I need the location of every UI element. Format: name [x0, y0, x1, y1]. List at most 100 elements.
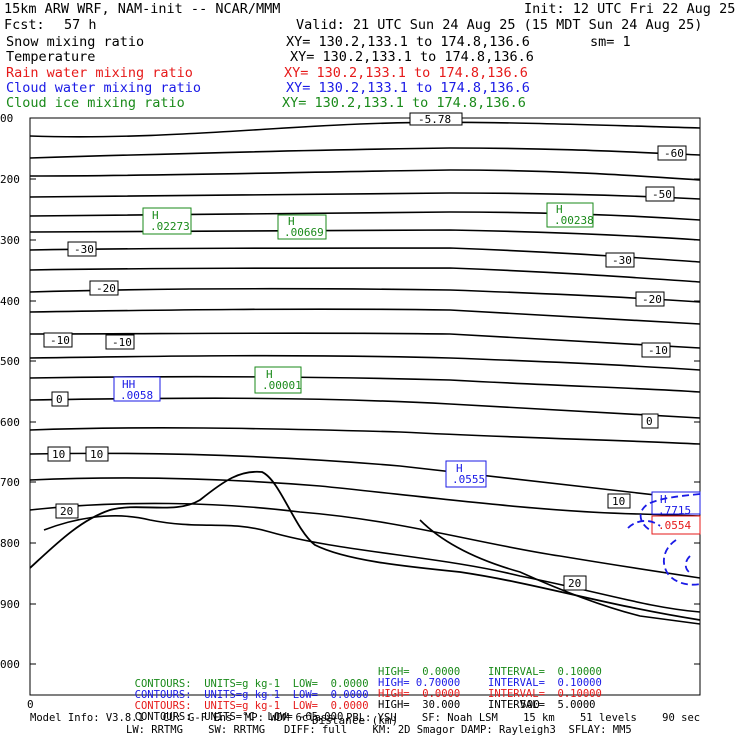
isotherm-label: -50 — [652, 188, 672, 201]
isotherm-line — [43, 515, 701, 613]
isotherm-label: -60 — [664, 147, 684, 160]
contour-legend-temp-high: HIGH= 30.000 — [378, 699, 461, 711]
y-tick-label: 500 — [0, 355, 20, 368]
field-xy-snow: XY= 130.2,133.1 to 174.8,136.6 — [286, 34, 530, 50]
contour-legend-temp: CONTOURS: UNITS=°C LOW= -65.000 — [122, 699, 344, 723]
field-name-snow: Snow mixing ratio — [6, 34, 145, 50]
field-xy-rain: XY= 130.2,133.1 to 174.8,136.6 — [284, 65, 528, 81]
isotherm-label: -10 — [648, 344, 668, 357]
h-marker-value: .0554 — [658, 519, 691, 532]
cloud-water-contour — [662, 539, 701, 586]
h-marker-label: H — [556, 203, 563, 216]
field-xy-cloud-ice: XY= 130.2,133.1 to 174.8,136.6 — [282, 95, 526, 111]
h-marker-value: .0058 — [120, 389, 153, 402]
y-tick-label: 800 — [0, 537, 20, 550]
isotherm-label: -10 — [50, 334, 70, 347]
isotherm-label: 20 — [60, 505, 73, 518]
contour-legend-ice: CONTOURS: UNITS=g kg-1 LOW= 0.0000 — [122, 666, 369, 690]
x-axis: 0 500 Distance (km) — [27, 698, 540, 727]
isotherm-label: -30 — [74, 243, 94, 256]
y-tick-label: 700 — [0, 476, 20, 489]
isotherm-label: -30 — [612, 254, 632, 267]
legend-text: CONTOURS: UNITS=g kg-1 LOW= 0.0000 — [134, 689, 369, 701]
terrain-profile — [29, 470, 701, 621]
h-marker-label: H — [288, 215, 295, 228]
isotherm-line — [29, 354, 701, 371]
contour-legend-rain-high: HIGH= 0.0000 — [378, 688, 461, 700]
isotherm-line — [29, 452, 701, 501]
isotherm-line — [29, 502, 701, 579]
h-marker-value: .00001 — [262, 379, 302, 392]
y-tick-label: 400 — [0, 295, 20, 308]
isotherm-line — [29, 287, 701, 303]
isotherm-label: -5.78 — [418, 113, 451, 126]
isotherm-line — [29, 147, 701, 159]
contour-legend-temp-interval: INTERVAL= 5.0000 — [488, 699, 596, 711]
contour-legend-ice-interval: INTERVAL= 0.10000 — [488, 666, 602, 678]
header-fcst-label: Fcst: — [4, 17, 45, 33]
y-tick-label: 300 — [0, 234, 20, 247]
isotherm-line — [29, 169, 701, 181]
isotherm-labels: -60 -50 -30 -30 -20 -20 -10 -10 -10 0 0 … — [43, 112, 687, 591]
x-tick-label: 0 — [27, 698, 34, 711]
x-axis-label: Distance (km) — [312, 714, 398, 727]
field-name-cloud-water: Cloud water mixing ratio — [6, 80, 202, 96]
isotherms — [29, 121, 701, 625]
model-info-line2: LW: RRTMG SW: RRTMG DIFF: full KM: 2D Sm… — [126, 724, 632, 736]
h-markers: H .02273 H .00669 H .00238 H .00001 HH .… — [113, 202, 701, 535]
isotherm-label: -20 — [642, 293, 662, 306]
y-tick-label: 600 — [0, 416, 20, 429]
legend-text: CONTOURS: UNITS=°C LOW= -65.000 — [134, 711, 344, 723]
cloud-water-contour — [684, 555, 693, 575]
model-info-line1: Model Info: V3.8.1 CU: G-F Ens MP: WDM 6… — [30, 712, 701, 724]
h-marker-label: HH — [122, 378, 135, 391]
h-marker-value: .7715 — [658, 504, 691, 517]
isotherm-label: 20 — [568, 577, 581, 590]
plot-frame — [29, 117, 701, 696]
isotherm-line — [29, 308, 701, 325]
isotherm-line — [29, 267, 701, 283]
isotherm-label: -10 — [112, 336, 132, 349]
contour-legend-water-high: HIGH= 0.70000 — [378, 677, 461, 689]
cloud-water-contour — [639, 493, 701, 531]
field-name-cloud-ice: Cloud ice mixing ratio — [6, 95, 185, 111]
isotherm-line — [29, 332, 701, 349]
isotherm-label: 10 — [90, 448, 103, 461]
h-marker-value: .0555 — [452, 473, 485, 486]
header-title: 15km ARW WRF, NAM-init -- NCAR/MMM — [4, 1, 281, 17]
header-valid: Valid: 21 UTC Sun 24 Aug 25 (15 MDT Sun … — [296, 17, 703, 33]
y-tick-label: 00 — [0, 112, 13, 125]
isotherm-line — [29, 192, 701, 200]
isotherm-line — [29, 229, 701, 241]
isotherm-label: 10 — [612, 495, 625, 508]
isotherm-line — [29, 247, 701, 263]
h-marker-label: H — [456, 462, 463, 475]
contour-legend-rain-interval: INTERVAL= 0.10000 — [488, 688, 602, 700]
h-marker-value: .02273 — [150, 220, 190, 233]
legend-text: CONTOURS: UNITS=g kg-1 LOW= 0.0000 — [134, 700, 369, 712]
header-fcst-value: 57 h — [64, 17, 97, 33]
legend-text: CONTOURS: UNITS=g kg-1 LOW= 0.0000 — [134, 678, 369, 690]
isotherm-label: 0 — [646, 415, 653, 428]
x-tick-label: 500 — [520, 698, 540, 711]
header-init: Init: 12 UTC Fri 22 Aug 25 — [524, 1, 736, 17]
y-tick-label: 900 — [0, 598, 20, 611]
isotherm-line — [29, 427, 701, 445]
isotherm-label: -20 — [96, 282, 116, 295]
isotherm-line — [29, 477, 701, 517]
field-name-rain: Rain water mixing ratio — [6, 65, 193, 81]
isotherm-label: 0 — [56, 393, 63, 406]
field-name-temperature: Temperature — [6, 49, 96, 65]
field-extra-snow: sm= 1 — [590, 34, 631, 50]
contour-legend-rain: CONTOURS: UNITS=g kg-1 LOW= 0.0000 — [122, 688, 369, 712]
y-tick-label: 200 — [0, 173, 20, 186]
y-axis: 00 200 300 400 500 600 700 800 900 000 — [0, 112, 700, 671]
h-marker-label: H — [152, 209, 159, 222]
contour-legend-ice-high: HIGH= 0.0000 — [378, 666, 461, 678]
isotherm-line — [29, 121, 701, 138]
field-xy-temperature: XY= 130.2,133.1 to 174.8,136.6 — [290, 49, 534, 65]
contour-legend-water-interval: INTERVAL= 0.10000 — [488, 677, 602, 689]
h-marker-label: H — [266, 368, 273, 381]
isotherm-line — [29, 211, 701, 221]
